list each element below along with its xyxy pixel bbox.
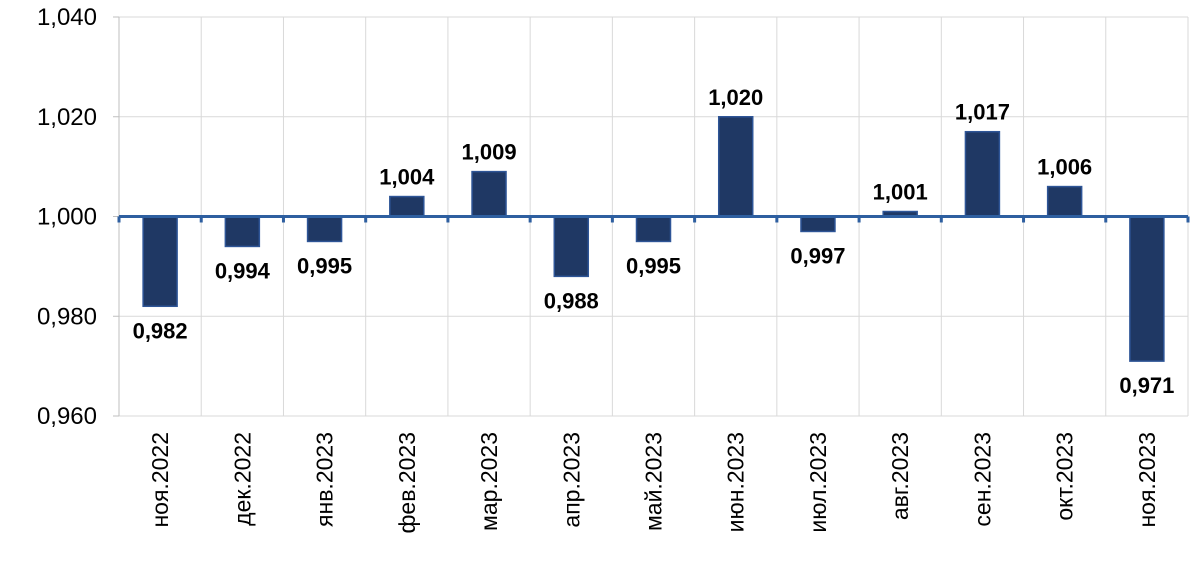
bar-фев.2023 bbox=[389, 195, 425, 218]
x-tick-label: апр.2023 bbox=[558, 432, 584, 528]
y-tick-label: 0,980 bbox=[37, 303, 97, 330]
x-tick-label: июн.2023 bbox=[723, 432, 749, 532]
y-tick-label: 1,020 bbox=[37, 104, 97, 131]
data-label: 1,001 bbox=[873, 180, 928, 205]
x-tick-label: янв.2023 bbox=[312, 432, 338, 527]
bars bbox=[142, 116, 1165, 362]
x-tick-label: авг.2023 bbox=[887, 432, 913, 520]
x-tick-label: ноя.2023 bbox=[1134, 432, 1160, 528]
bar-июн.2023 bbox=[717, 116, 754, 218]
y-tick-label: 1,000 bbox=[37, 204, 97, 231]
data-label: 0,971 bbox=[1119, 373, 1174, 398]
bar-май.2023 bbox=[635, 215, 672, 243]
data-label: 0,988 bbox=[544, 288, 599, 313]
x-tick-label: окт.2023 bbox=[1052, 432, 1078, 521]
x-tick-label: сен.2023 bbox=[969, 432, 995, 527]
x-tick-label: ноя.2022 bbox=[147, 432, 173, 528]
y-tick-label: 0,960 bbox=[37, 403, 97, 430]
bar-ноя.2022 bbox=[142, 215, 178, 308]
data-label: 1,009 bbox=[462, 140, 517, 165]
bar-мар.2023 bbox=[471, 170, 507, 218]
x-tick-label: фев.2023 bbox=[394, 432, 420, 534]
bar-июл.2023 bbox=[800, 215, 836, 233]
x-tick-label: дек.2022 bbox=[229, 432, 255, 526]
x-tick-label: июл.2023 bbox=[805, 432, 831, 533]
data-labels: 0,982 0,994 0,995 1,004 1,009 0,988 0,995 1,020… bbox=[133, 85, 1175, 398]
data-label: 0,982 bbox=[133, 318, 188, 343]
data-label: 1,006 bbox=[1037, 155, 1092, 180]
data-label: 0,994 bbox=[215, 258, 271, 283]
bar-янв.2023 bbox=[306, 215, 343, 243]
x-tick-label: мар.2023 bbox=[476, 432, 502, 531]
y-axis: 0,960 0,980 1,000 1,020 1,040 bbox=[37, 4, 119, 430]
bar-сен.2023 bbox=[964, 130, 1001, 218]
data-label: 0,997 bbox=[790, 243, 845, 268]
x-axis: ноя.2022 дек.2022 янв.2023 фев.2023 мар.2023… bbox=[147, 432, 1160, 534]
x-tick-label: май.2023 bbox=[641, 432, 667, 531]
bar-ноя.2023 bbox=[1129, 215, 1165, 362]
baseline-axis bbox=[117, 215, 1190, 223]
y-tick-label: 1,040 bbox=[37, 4, 97, 31]
bar-дек.2022 bbox=[224, 215, 261, 248]
data-label: 1,017 bbox=[955, 100, 1010, 125]
data-label: 0,995 bbox=[297, 253, 352, 278]
bar-апр.2023 bbox=[553, 215, 590, 278]
data-label: 1,020 bbox=[708, 85, 763, 110]
data-label: 1,004 bbox=[379, 165, 435, 190]
data-label: 0,995 bbox=[626, 253, 681, 278]
bar-окт.2023 bbox=[1046, 185, 1083, 218]
